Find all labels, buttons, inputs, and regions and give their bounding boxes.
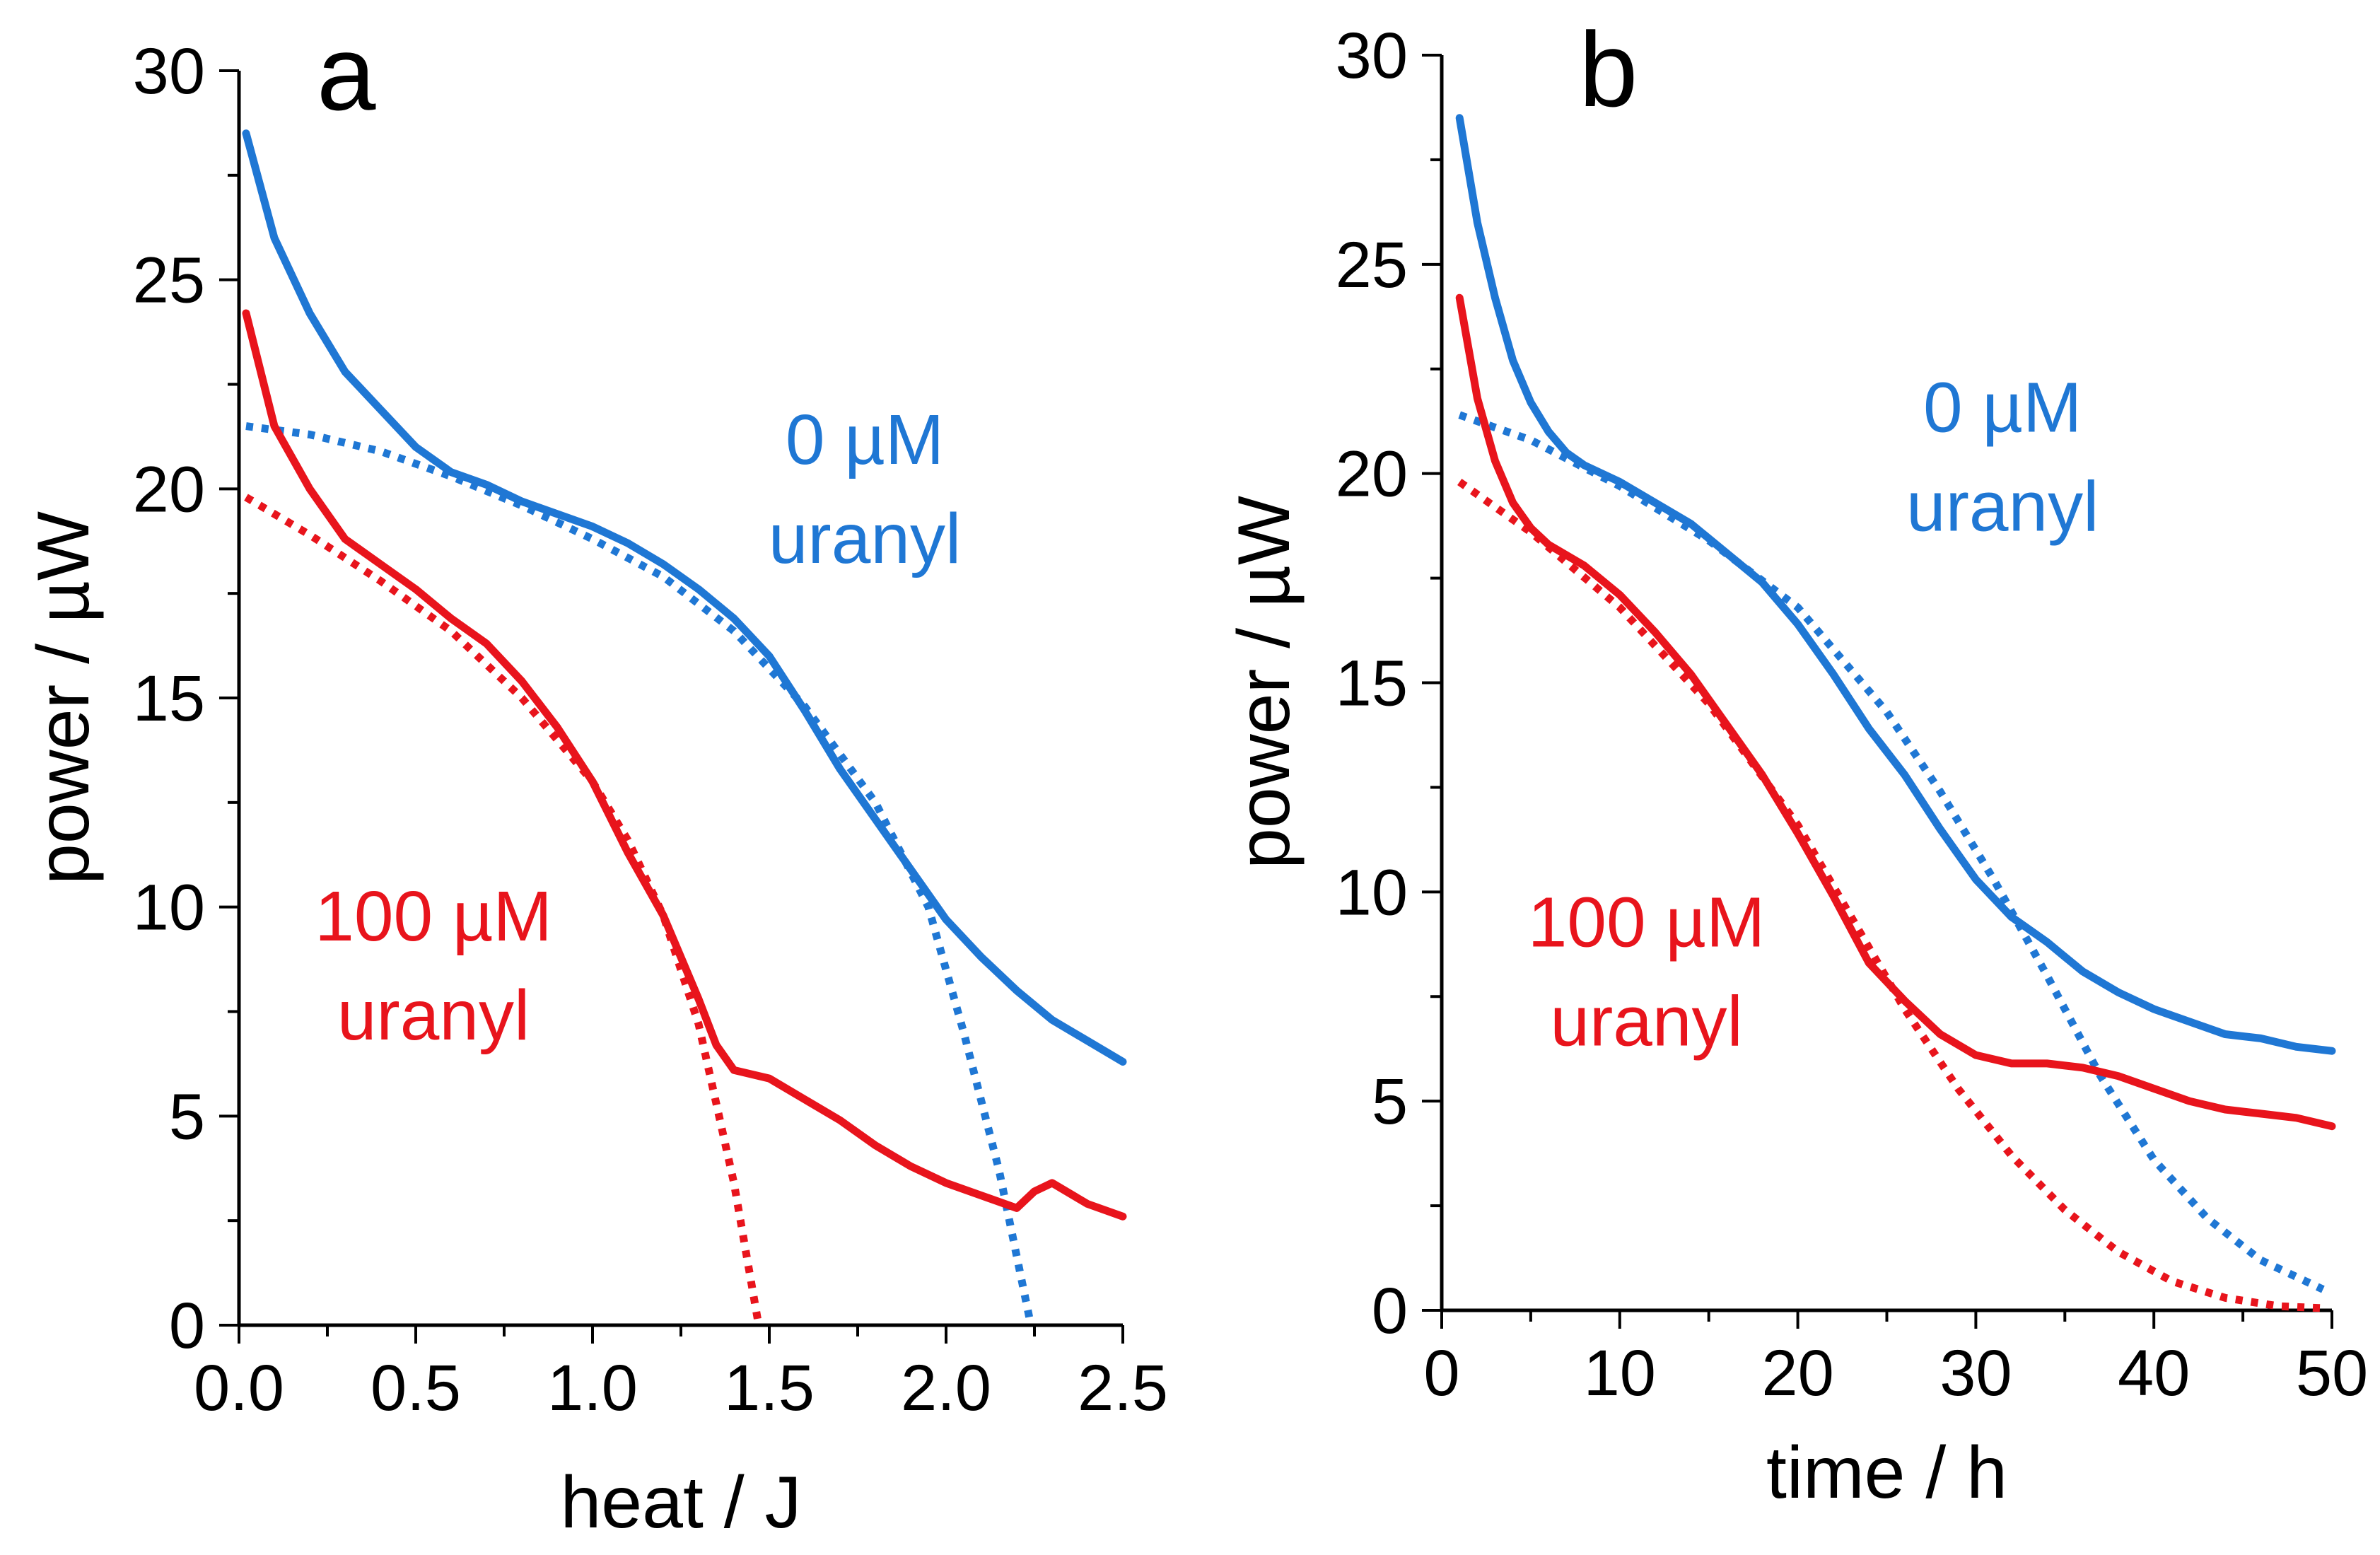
- x-tick-label: 10: [1584, 1337, 1656, 1409]
- annotation-line: 0 µM: [1923, 368, 2082, 448]
- y-tick-label: 0: [169, 1290, 205, 1362]
- series-line: [242, 309, 1127, 1221]
- y-axis-title: power / µW: [23, 511, 105, 885]
- y-tick-label: 25: [1336, 229, 1408, 301]
- annotation-line: uranyl: [769, 499, 961, 578]
- annotation-line: uranyl: [1906, 467, 2099, 547]
- x-tick-label: 1.0: [547, 1352, 638, 1424]
- x-tick-label: 2.0: [901, 1352, 991, 1424]
- series-annotation: 0 µM uranyl: [769, 400, 961, 578]
- series-line: [1457, 479, 2323, 1312]
- series-line: [1458, 411, 2325, 1293]
- y-tick-label: 10: [1336, 856, 1408, 928]
- x-tick-label: 1.5: [724, 1352, 815, 1424]
- y-tick-label: 15: [1336, 648, 1408, 720]
- series-line: [242, 129, 1127, 1066]
- panel-b: 0 5 10 15 20 25 30 0 10 20 30 40 50 time / h power / µ…: [1223, 10, 2368, 1514]
- series-annotation: 100 µM uranyl: [1528, 883, 1766, 1061]
- y-tick-label: 20: [133, 453, 205, 525]
- x-tick-label: 50: [2296, 1337, 2368, 1409]
- y-tick-label: 10: [133, 872, 205, 944]
- series-line: [245, 422, 1035, 1327]
- y-tick-label: 25: [133, 245, 205, 317]
- annotation-line: 100 µM: [315, 877, 552, 956]
- x-tick-label: 0.5: [371, 1352, 461, 1424]
- series-line: [244, 494, 763, 1326]
- x-tick-label: 20: [1761, 1337, 1833, 1409]
- y-tick-label: 20: [1336, 438, 1408, 511]
- x-axis-title: time / h: [1766, 1432, 2007, 1514]
- x-tick-label: 30: [1939, 1337, 2012, 1409]
- x-tick-label: 2.5: [1078, 1352, 1168, 1424]
- y-tick-label: 5: [169, 1081, 205, 1153]
- x-axis-title: heat / J: [560, 1462, 801, 1544]
- annotation-line: uranyl: [1550, 982, 1742, 1061]
- annotation-line: 100 µM: [1528, 883, 1766, 962]
- x-tick-label: 0: [1423, 1337, 1459, 1409]
- series-annotation: 100 µM uranyl: [315, 877, 552, 1055]
- series-annotation: 0 µM uranyl: [1906, 368, 2099, 547]
- y-tick-label: 5: [1372, 1066, 1408, 1138]
- panel-letter: b: [1579, 10, 1638, 129]
- annotation-line: uranyl: [337, 976, 530, 1055]
- y-tick-label: 30: [133, 35, 205, 107]
- x-tick-label: 0.0: [194, 1352, 284, 1424]
- annotation-line: 0 µM: [786, 400, 944, 479]
- panel-a: 0 5 10 15 20 25 30 0.0 0.5 1.0 1.5 2.0 2.5 heat / J po…: [23, 13, 1168, 1544]
- y-tick-label: 15: [133, 663, 205, 735]
- series-line: [1455, 114, 2336, 1055]
- y-axis-title: power / µW: [1223, 496, 1305, 869]
- panel-letter: a: [317, 13, 376, 132]
- y-tick-label: 30: [1336, 20, 1408, 92]
- y-tick-label: 0: [1372, 1275, 1408, 1347]
- x-tick-label: 40: [2118, 1337, 2190, 1409]
